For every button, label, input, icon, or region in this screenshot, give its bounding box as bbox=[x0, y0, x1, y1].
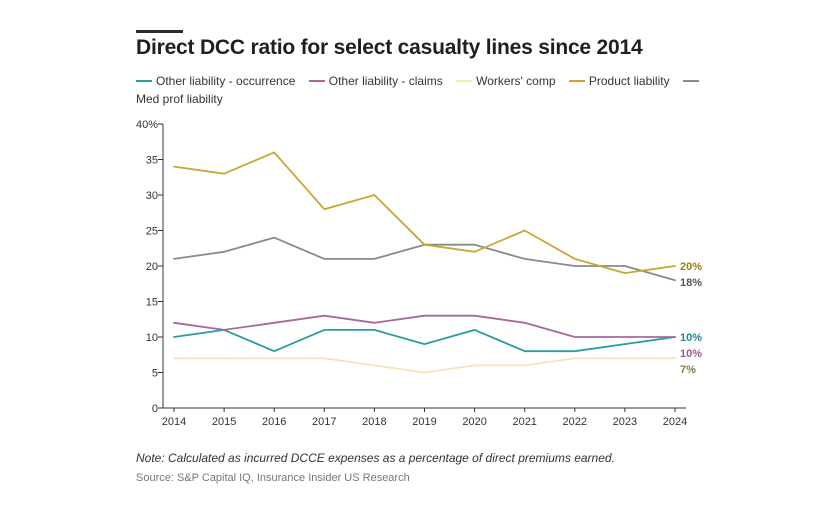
end-labels: 20% 18% 10% 10% 7% bbox=[680, 261, 702, 376]
legend-label: Other liability - occurrence bbox=[156, 74, 296, 88]
y-tick-label: 5 bbox=[152, 368, 158, 380]
end-label: 10% bbox=[680, 332, 702, 344]
chart-legend: Other liability - occurrence Other liabi… bbox=[136, 72, 706, 108]
x-axis: 2014 2015 2016 2017 2018 2019 2020 2021 2022 2023… bbox=[162, 407, 687, 428]
legend-item-product-liability[interactable]: Product liability bbox=[568, 74, 670, 88]
legend-label: Workers' comp bbox=[476, 74, 556, 88]
series-line-1 bbox=[173, 314, 676, 338]
x-tick-label: 2015 bbox=[212, 416, 236, 428]
y-tick-label: 20 bbox=[146, 261, 158, 273]
legend-swatch bbox=[308, 79, 325, 82]
x-tick-label: 2024 bbox=[663, 416, 687, 428]
legend-item-claims[interactable]: Other liability - claims bbox=[308, 74, 443, 88]
y-tick-label: 35 bbox=[146, 155, 158, 167]
series-line-0 bbox=[173, 328, 676, 353]
x-tick-label: 2019 bbox=[412, 416, 436, 428]
x-tick-label: 2018 bbox=[362, 416, 386, 428]
y-tick-label: 10 bbox=[146, 332, 158, 344]
x-tick-label: 2022 bbox=[563, 416, 587, 428]
x-tick-label: 2020 bbox=[462, 416, 486, 428]
legend-label: Other liability - claims bbox=[328, 74, 443, 88]
legend-swatch bbox=[136, 79, 152, 82]
legend-swatch bbox=[682, 79, 699, 82]
legend-label: Product liability bbox=[588, 74, 670, 88]
y-tick-label: 0 bbox=[152, 403, 158, 415]
x-tick-label: 2023 bbox=[613, 416, 637, 428]
y-tick-label: 25 bbox=[146, 226, 158, 238]
x-tick-label: 2017 bbox=[312, 416, 336, 428]
y-tick-label: 15 bbox=[146, 297, 158, 309]
chart-note: Note: Calculated as incurred DCCE expens… bbox=[136, 451, 615, 465]
y-axis: 40% 35 30 25 20 15 10 5 0 bbox=[136, 119, 164, 415]
chart-title: Direct DCC ratio for select casualty lin… bbox=[136, 36, 643, 59]
y-tick-label: 30 bbox=[146, 190, 158, 202]
title-accent-bar bbox=[136, 30, 183, 33]
end-label: 7% bbox=[680, 364, 696, 376]
legend-item-occurrence[interactable]: Other liability - occurrence bbox=[136, 74, 295, 88]
end-label: 10% bbox=[680, 348, 702, 360]
end-label: 18% bbox=[680, 277, 702, 289]
x-tick-label: 2016 bbox=[262, 416, 286, 428]
legend-swatch bbox=[456, 79, 473, 82]
series-lines bbox=[173, 151, 676, 374]
legend-swatch bbox=[568, 79, 585, 82]
series-line-3 bbox=[173, 151, 676, 275]
x-tick-label: 2014 bbox=[162, 416, 186, 428]
x-tick-label: 2021 bbox=[512, 416, 536, 428]
chart-source: Source: S&P Capital IQ, Insurance Inside… bbox=[136, 472, 410, 484]
legend-item-med-prof[interactable]: Med prof liability bbox=[136, 74, 703, 106]
legend-item-workers-comp[interactable]: Workers' comp bbox=[456, 74, 556, 88]
series-line-2 bbox=[173, 357, 676, 374]
legend-label: Med prof liability bbox=[136, 92, 223, 106]
y-tick-label: 40% bbox=[136, 119, 158, 131]
end-label: 20% bbox=[680, 261, 702, 273]
